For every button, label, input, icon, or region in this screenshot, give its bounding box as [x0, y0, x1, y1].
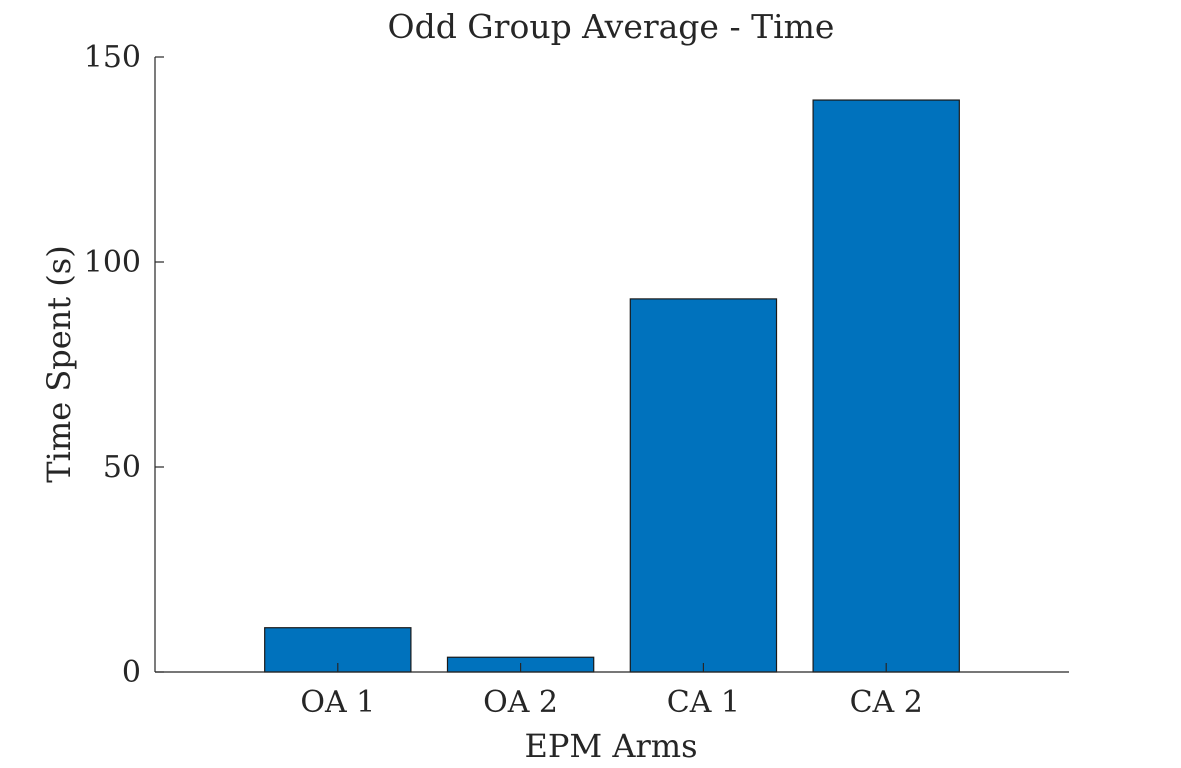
x-tick-label: CA 1	[667, 685, 740, 720]
y-axis-label: Time Spent (s)	[40, 245, 78, 482]
bar-ca-1	[629, 298, 778, 673]
x-tick-label: OA 1	[300, 685, 375, 720]
y-tick-label: 0	[122, 655, 141, 690]
chart-title: Odd Group Average - Time	[388, 7, 835, 46]
y-tick-label: 150	[84, 40, 141, 75]
y-tick-label: 50	[103, 450, 141, 485]
y-ticks-group: 0 50 100 150	[84, 40, 164, 690]
bar-ca-2	[812, 99, 960, 673]
y-tick-label: 100	[84, 245, 141, 280]
x-tick-label: OA 2	[483, 685, 558, 720]
x-axis-label: EPM Arms	[525, 727, 698, 765]
x-ticks-group: OA 1 OA 2 CA 1 CA 2	[300, 663, 923, 720]
x-tick-label: CA 2	[850, 685, 923, 720]
bars-group	[264, 99, 960, 673]
axes-group	[154, 57, 1069, 673]
